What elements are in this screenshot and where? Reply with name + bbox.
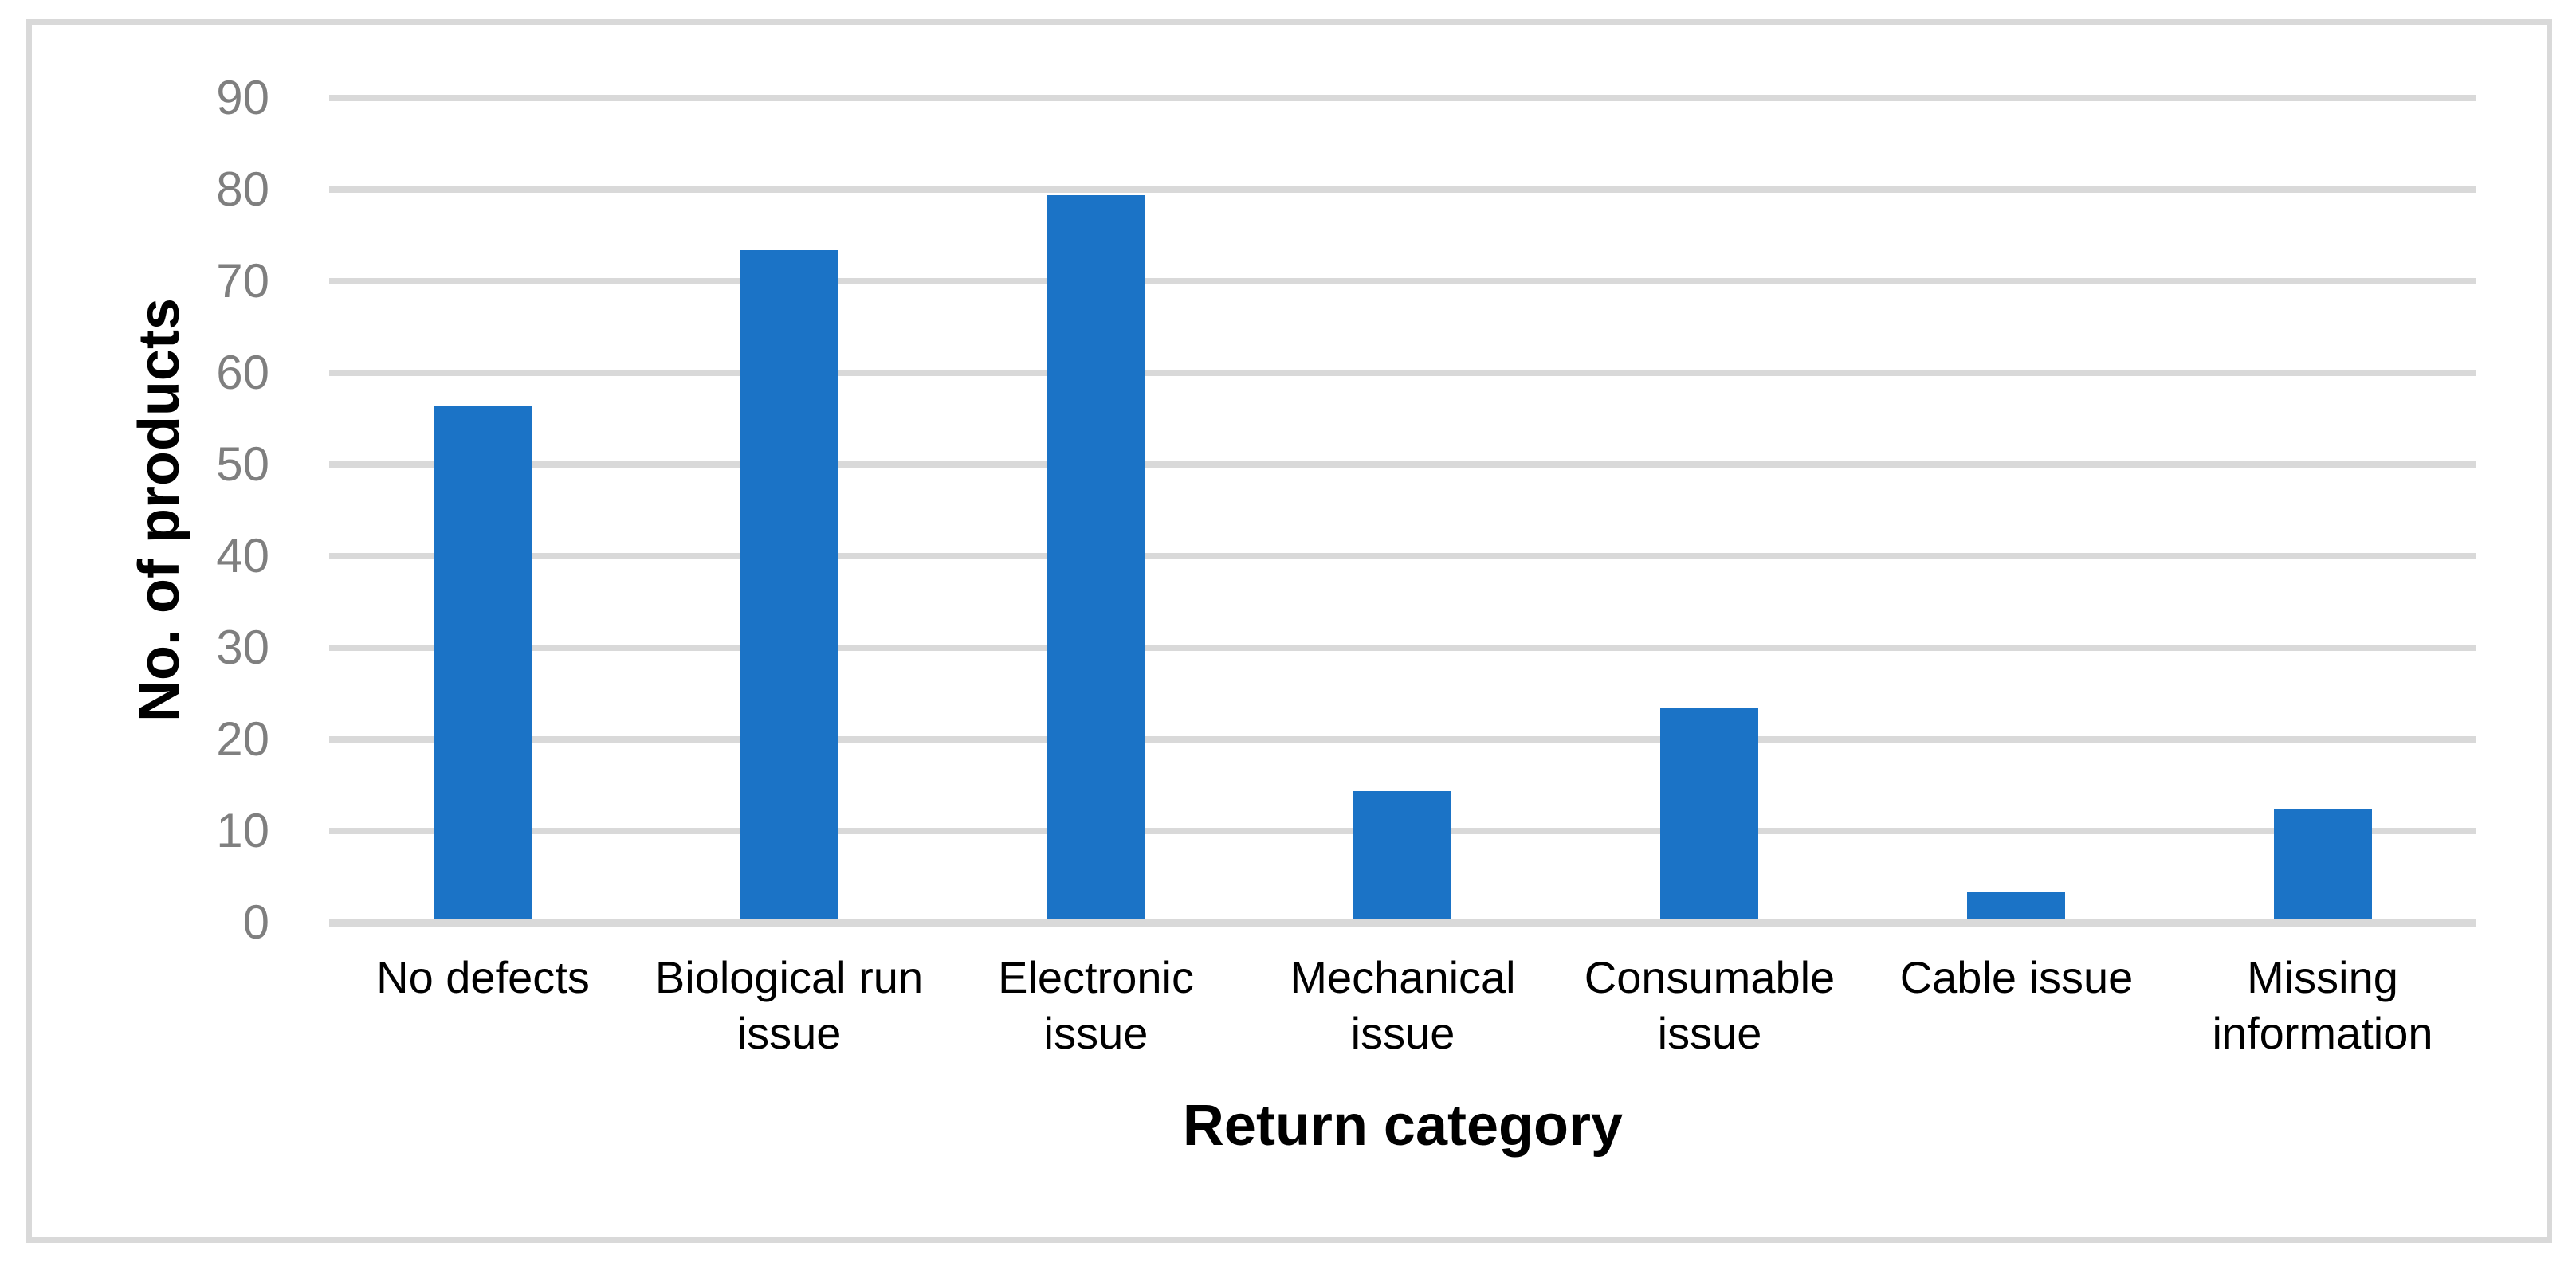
y-tick-label-0: 0 <box>242 896 269 949</box>
y-tick-label-60: 60 <box>216 346 269 399</box>
y-tick-label-10: 10 <box>216 804 269 857</box>
bar-no-defects <box>434 406 532 919</box>
x-axis-line <box>329 919 2476 927</box>
x-axis-title: Return category <box>1182 1094 1624 1158</box>
bar-consumable-issue <box>1660 708 1758 919</box>
x-category-label: Cable issue <box>1899 952 2134 1002</box>
x-category-label: Mechanical issue <box>1290 952 1516 1058</box>
x-category-label: No defects <box>376 952 590 1002</box>
y-tick-label-40: 40 <box>216 529 269 582</box>
y-tick-label-70: 70 <box>216 254 269 308</box>
y-tick-label-30: 30 <box>216 621 269 674</box>
y-tick-label-90: 90 <box>216 71 269 124</box>
gridline-y-80 <box>329 186 2476 193</box>
gridline-y-70 <box>329 278 2476 284</box>
x-category-label: Missing information <box>2212 952 2433 1058</box>
bar-cable-issue <box>1967 892 2065 919</box>
bar-mechanical-issue <box>1353 791 1451 919</box>
gridline-y-50 <box>329 461 2476 468</box>
gridline-y-40 <box>329 553 2476 559</box>
gridline-y-30 <box>329 645 2476 651</box>
y-tick-label-20: 20 <box>216 712 269 766</box>
bar-electronic-issue <box>1047 195 1145 919</box>
y-axis-title: No. of products <box>128 298 191 722</box>
gridline-y-90 <box>329 95 2476 101</box>
x-category-label: Electronic issue <box>998 952 1194 1058</box>
y-tick-label-50: 50 <box>216 437 269 491</box>
gridline-y-60 <box>329 370 2476 376</box>
x-category-label: Biological run issue <box>654 952 924 1058</box>
bar-biological-run-issue <box>740 250 838 919</box>
y-tick-label-80: 80 <box>216 163 269 216</box>
bar-missing-information <box>2274 809 2372 919</box>
x-category-label: Consumable issue <box>1584 952 1836 1058</box>
gridline-y-20 <box>329 736 2476 743</box>
